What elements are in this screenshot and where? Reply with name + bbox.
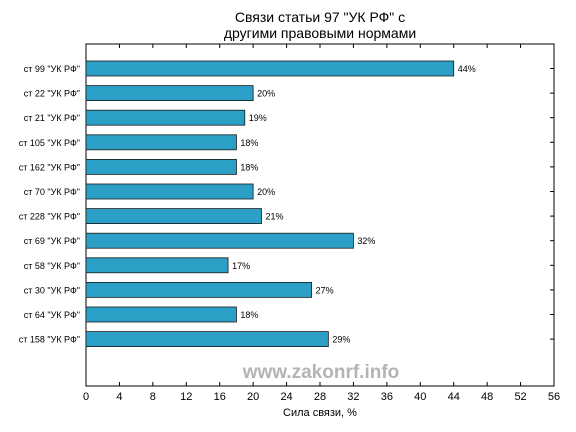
bar-value-label: 29% bbox=[332, 335, 350, 345]
x-tick-label: 20 bbox=[247, 391, 259, 403]
category-label: ст 99 "УК РФ" bbox=[24, 64, 80, 74]
category-label: ст 58 "УК РФ" bbox=[24, 261, 80, 271]
bar bbox=[85, 331, 329, 348]
bar-value-label: 32% bbox=[357, 236, 375, 246]
category-label: ст 21 "УК РФ" bbox=[24, 113, 80, 123]
bar bbox=[85, 281, 313, 298]
category-label: ст 158 "УК РФ" bbox=[19, 335, 80, 345]
x-tick-label: 48 bbox=[481, 391, 493, 403]
x-tick-label: 40 bbox=[414, 391, 426, 403]
x-tick-label: 0 bbox=[83, 391, 89, 403]
x-tick-label: 12 bbox=[180, 391, 192, 403]
bar bbox=[85, 134, 237, 151]
bar-value-label: 21% bbox=[266, 212, 284, 222]
bar-value-label: 27% bbox=[316, 285, 334, 295]
category-labels: ст 99 "УК РФ" ст 22 "УК РФ" ст 21 "УК РФ" с… bbox=[19, 64, 80, 345]
x-tick-label: 32 bbox=[347, 391, 359, 403]
x-tick-label: 28 bbox=[314, 391, 326, 403]
bar-value-label: 20% bbox=[257, 187, 275, 197]
x-axis-ticks: 0 4 8 12 16 20 24 28 32 36 40 44 48 52 56 bbox=[83, 44, 560, 403]
x-tick-label: 44 bbox=[448, 391, 460, 403]
category-label: ст 30 "УК РФ" bbox=[24, 285, 80, 295]
bar-value-label: 20% bbox=[257, 89, 275, 99]
bar bbox=[85, 306, 237, 323]
x-tick-label: 4 bbox=[116, 391, 122, 403]
bar bbox=[85, 232, 354, 249]
bar-value-label: 44% bbox=[458, 64, 476, 74]
chart-title-line: Связи статьи 97 "УК РФ" с bbox=[235, 9, 405, 25]
bar-value-label: 18% bbox=[240, 162, 258, 172]
category-label: ст 162 "УК РФ" bbox=[19, 162, 80, 172]
bar-value-labels: 44% 20% 19% 18% 18% 20% 21% 32% 17% 27% 18% 29% bbox=[232, 64, 476, 345]
bar bbox=[85, 85, 254, 101]
x-axis-label: Сила связи, % bbox=[283, 407, 357, 419]
bar bbox=[85, 60, 455, 77]
category-label: ст 105 "УК РФ" bbox=[19, 138, 80, 148]
bar-value-label: 19% bbox=[249, 113, 267, 123]
y-axis-ticks bbox=[86, 68, 554, 340]
x-tick-label: 8 bbox=[150, 391, 156, 403]
chart-title-line: другими правовыми нормами bbox=[224, 25, 416, 41]
bar bbox=[85, 208, 262, 225]
bar-value-label: 18% bbox=[240, 138, 258, 148]
watermark: www.zakonrf.info bbox=[242, 362, 400, 383]
bar bbox=[85, 257, 229, 274]
bar bbox=[85, 158, 237, 175]
category-label: ст 69 "УК РФ" bbox=[24, 236, 80, 246]
x-tick-label: 52 bbox=[514, 391, 526, 403]
bar-value-label: 18% bbox=[240, 310, 258, 320]
category-label: ст 64 "УК РФ" bbox=[24, 310, 80, 320]
x-tick-label: 16 bbox=[214, 391, 226, 403]
bar bbox=[85, 183, 254, 200]
x-tick-label: 56 bbox=[548, 391, 560, 403]
bar-value-label: 17% bbox=[232, 261, 250, 271]
x-tick-label: 24 bbox=[280, 391, 292, 403]
x-tick-label: 36 bbox=[381, 391, 393, 403]
bars bbox=[85, 60, 455, 348]
category-label: ст 22 "УК РФ" bbox=[24, 89, 80, 99]
category-label: ст 228 "УК РФ" bbox=[19, 212, 80, 222]
bar bbox=[85, 109, 246, 126]
category-label: ст 70 "УК РФ" bbox=[24, 187, 80, 197]
